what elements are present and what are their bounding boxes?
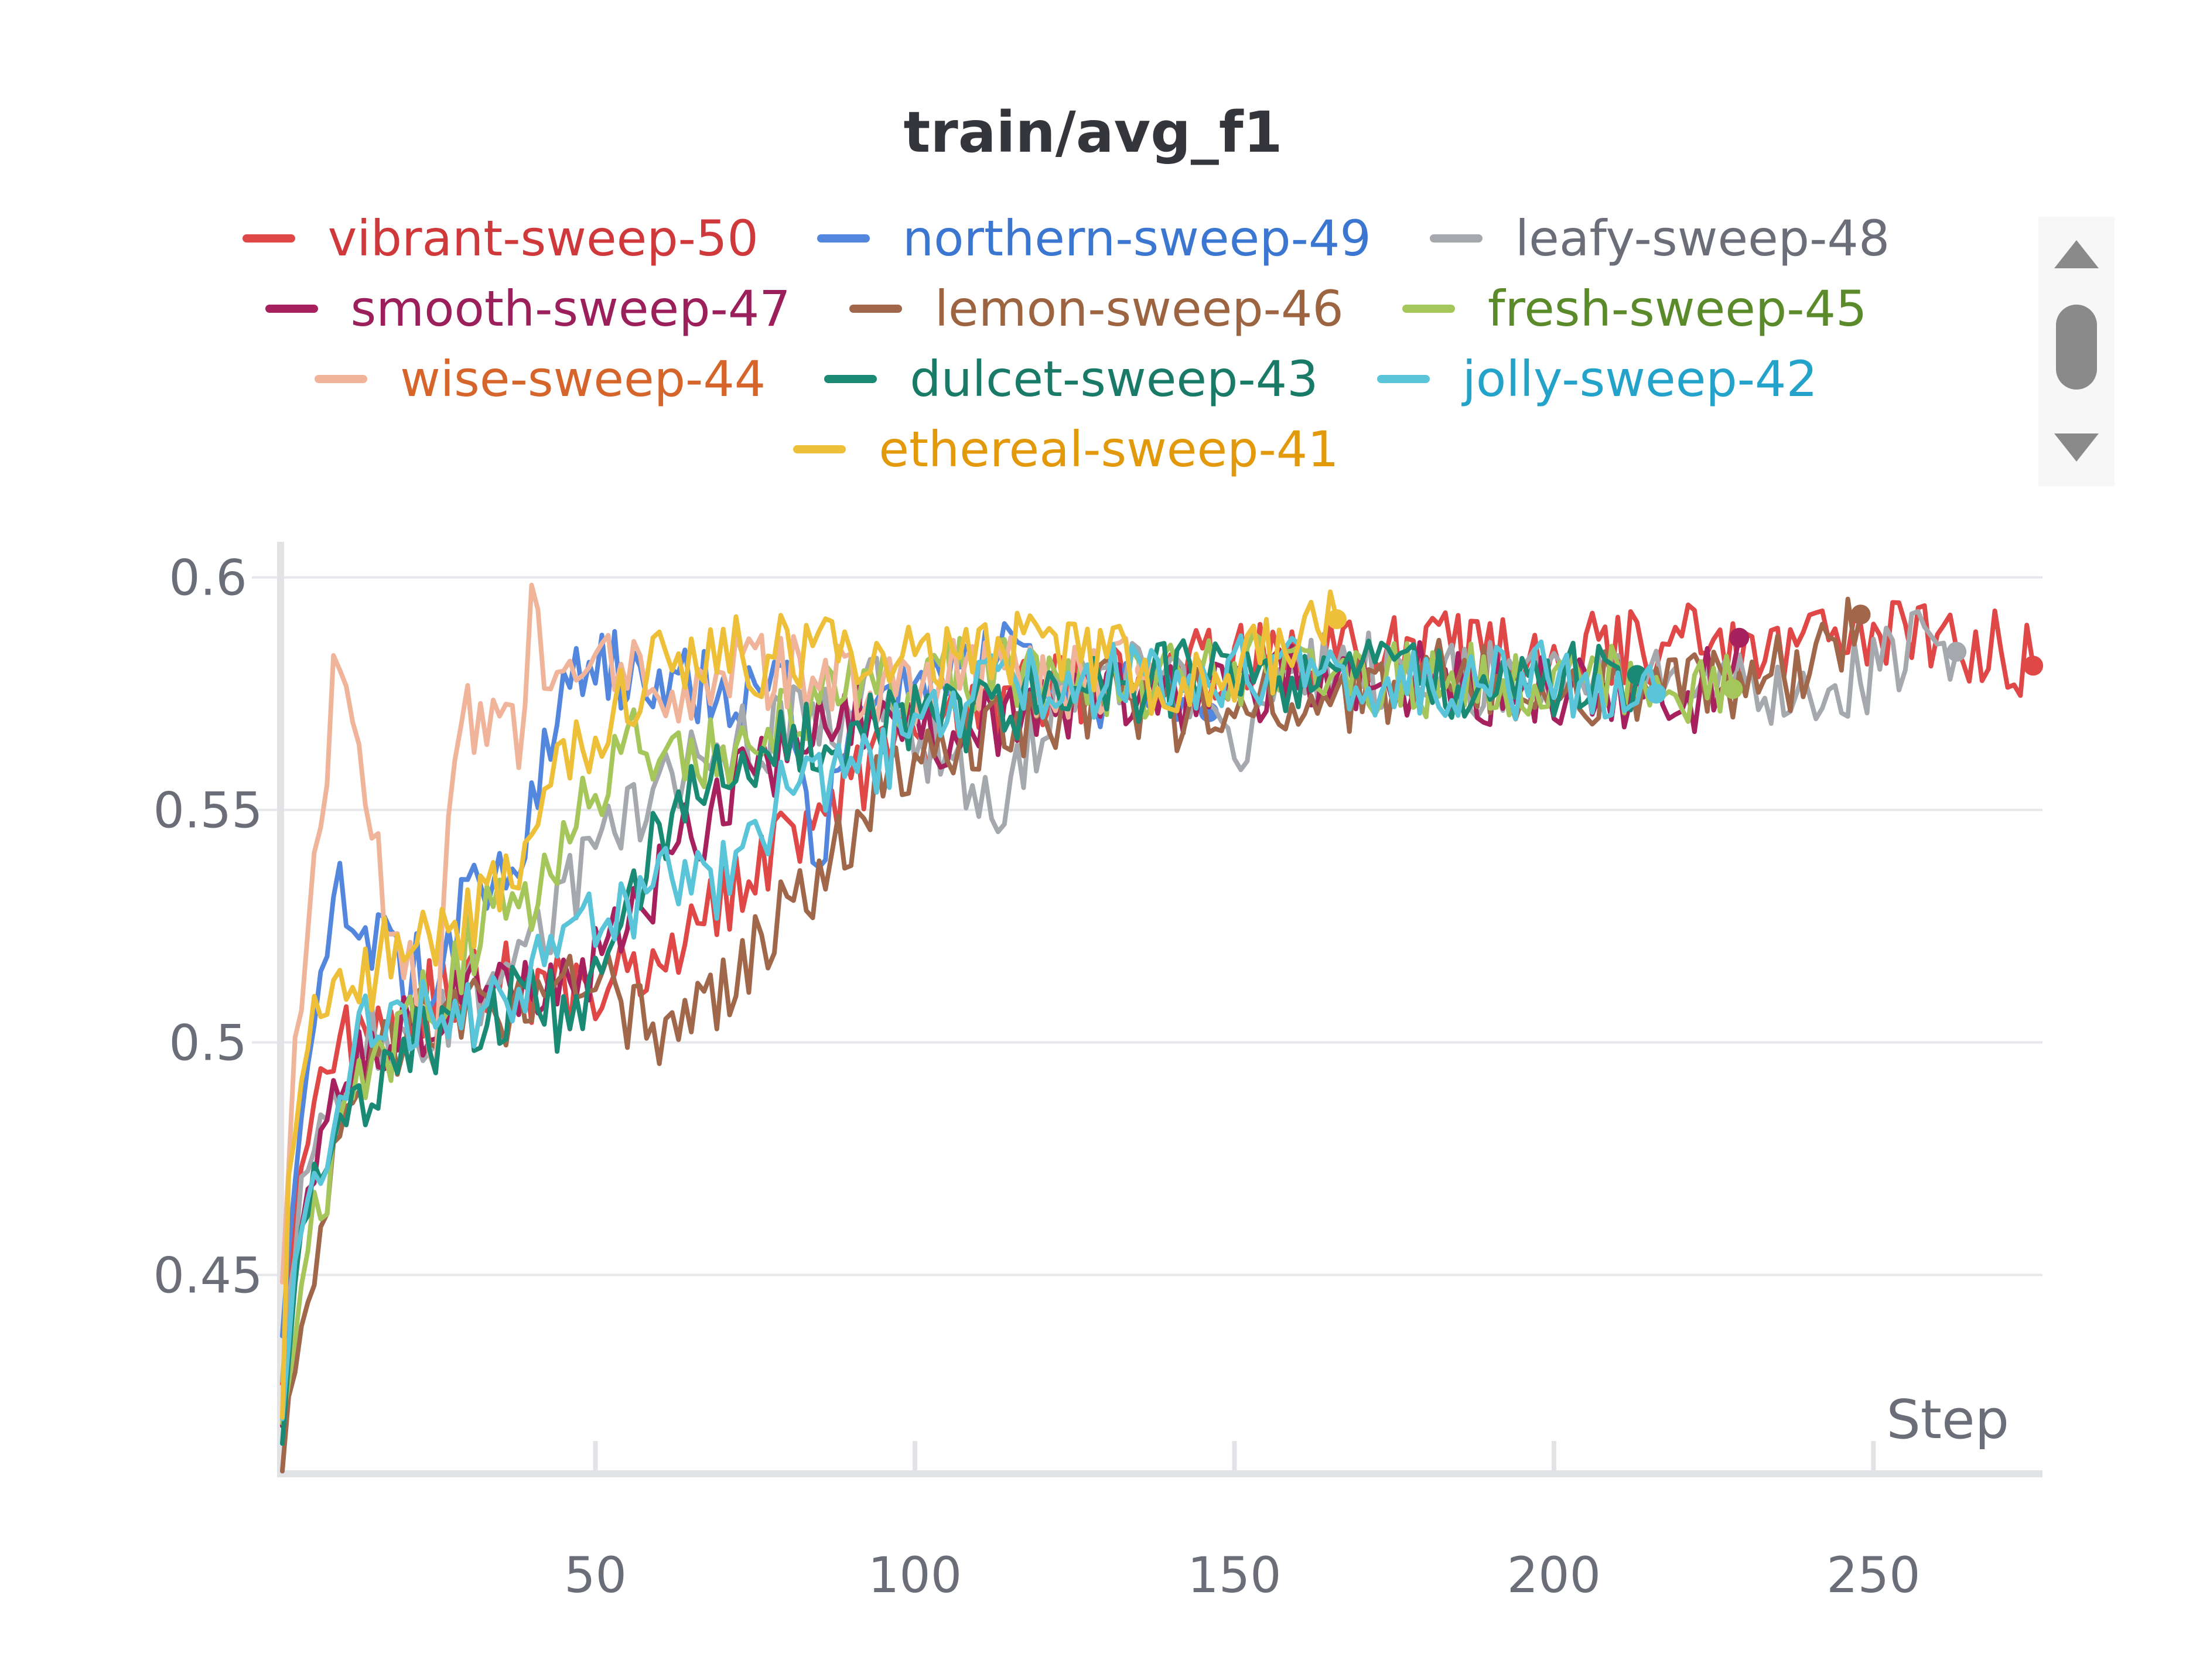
legend-label: northern-sweep-49: [902, 210, 1371, 267]
series-end-point: [1646, 684, 1666, 704]
legend-label: vibrant-sweep-50: [327, 210, 759, 267]
legend-label: jolly-sweep-42: [1462, 350, 1818, 408]
grid-lines: [252, 576, 2042, 1276]
legend-item[interactable]: fresh-sweep-45: [1402, 278, 1867, 339]
x-tick-label: 250: [1826, 1546, 1920, 1604]
legend-item[interactable]: lemon-sweep-46: [849, 278, 1344, 339]
legend-swatch: [265, 305, 318, 313]
legend-swatch: [849, 305, 902, 313]
y-tick-label: 0.6: [169, 549, 247, 607]
legend-swatch: [817, 234, 870, 243]
x-tick-label: 200: [1507, 1546, 1601, 1604]
x-tick-label: 50: [564, 1546, 627, 1604]
series-end-point: [1946, 641, 1967, 662]
legend-label: wise-sweep-44: [400, 350, 766, 408]
series-lines: [280, 582, 2044, 1474]
legend-label: dulcet-sweep-43: [910, 350, 1319, 408]
scroll-thumb[interactable]: [2056, 305, 2097, 390]
series-end-point: [2023, 655, 2044, 676]
legend-swatch: [242, 234, 295, 243]
legend-swatch: [315, 375, 368, 383]
legend-swatch: [1377, 375, 1430, 383]
legend-swatch: [824, 375, 877, 383]
y-tick-label: 0.55: [153, 782, 262, 839]
series-end-point: [1850, 605, 1871, 625]
axes: [277, 542, 2042, 1477]
legend-label: leafy-sweep-48: [1515, 210, 1890, 267]
legend-label: ethereal-sweep-41: [879, 421, 1339, 478]
legend-label: smooth-sweep-47: [350, 280, 791, 337]
series-end-point: [1327, 609, 1347, 630]
x-tick-label: 100: [868, 1546, 962, 1604]
legend-item[interactable]: jolly-sweep-42: [1377, 349, 1818, 409]
x-axis-label: Step: [1887, 1388, 2009, 1451]
triangle-down-icon[interactable]: [2054, 433, 2099, 462]
legend-swatch: [1402, 305, 1455, 313]
chart-title: train/avg_f1: [903, 100, 1283, 165]
legend-item[interactable]: dulcet-sweep-43: [824, 349, 1319, 409]
series-line: [280, 596, 1863, 1474]
x-tick-label: 150: [1187, 1546, 1281, 1604]
legend-item[interactable]: wise-sweep-44: [315, 349, 766, 409]
series-end-point: [1723, 679, 1743, 699]
legend-label: fresh-sweep-45: [1487, 280, 1867, 337]
series-line: [280, 633, 1659, 1422]
triangle-up-icon[interactable]: [2054, 240, 2099, 268]
legend-item[interactable]: ethereal-sweep-41: [793, 419, 1339, 480]
legend-item[interactable]: vibrant-sweep-50: [242, 208, 759, 269]
legend-item[interactable]: smooth-sweep-47: [265, 278, 791, 339]
y-tick-label: 0.5: [169, 1015, 247, 1072]
legend-scrollbar[interactable]: [2038, 217, 2115, 486]
legend: vibrant-sweep-50 northern-sweep-49 leafy-s…: [187, 208, 1945, 480]
legend-swatch: [1429, 234, 1483, 243]
y-tick-label: 0.45: [153, 1247, 262, 1305]
legend-swatch: [793, 445, 846, 453]
legend-item[interactable]: northern-sweep-49: [817, 208, 1371, 269]
legend-item[interactable]: leafy-sweep-48: [1429, 208, 1890, 269]
series-line: [280, 589, 1339, 1420]
series-end-point: [1729, 627, 1750, 648]
legend-label: lemon-sweep-46: [934, 280, 1344, 337]
ticks: 0.45 0.5 0.55 0.6 50 100 150 200 250: [153, 549, 1920, 1604]
